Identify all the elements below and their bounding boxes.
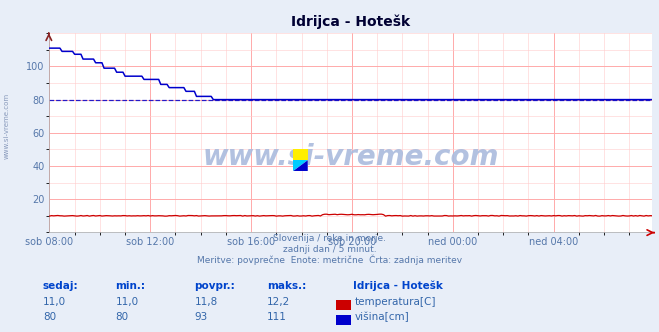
Text: Meritve: povprečne  Enote: metrične  Črta: zadnja meritev: Meritve: povprečne Enote: metrične Črta:… [197, 254, 462, 265]
Text: 93: 93 [194, 312, 208, 322]
Text: temperatura[C]: temperatura[C] [355, 297, 436, 307]
Text: sedaj:: sedaj: [43, 281, 78, 291]
Text: Idrijca - Hotešk: Idrijca - Hotešk [353, 280, 442, 291]
Text: povpr.:: povpr.: [194, 281, 235, 291]
Text: višina[cm]: višina[cm] [355, 312, 409, 322]
Polygon shape [293, 160, 308, 171]
Text: Slovenija / reke in morje.: Slovenija / reke in morje. [273, 234, 386, 243]
Title: Idrijca - Hotešk: Idrijca - Hotešk [291, 15, 411, 29]
Text: min.:: min.: [115, 281, 146, 291]
Text: zadnji dan / 5 minut.: zadnji dan / 5 minut. [283, 245, 376, 254]
Text: 11,0: 11,0 [43, 297, 66, 307]
Text: maks.:: maks.: [267, 281, 306, 291]
Text: 80: 80 [43, 312, 56, 322]
Text: www.si-vreme.com: www.si-vreme.com [203, 143, 499, 171]
Text: 12,2: 12,2 [267, 297, 290, 307]
Polygon shape [293, 160, 308, 171]
Text: 11,0: 11,0 [115, 297, 138, 307]
Text: www.si-vreme.com: www.si-vreme.com [3, 93, 10, 159]
Text: 80: 80 [115, 312, 129, 322]
Polygon shape [293, 149, 308, 160]
Text: 111: 111 [267, 312, 287, 322]
Text: 11,8: 11,8 [194, 297, 217, 307]
